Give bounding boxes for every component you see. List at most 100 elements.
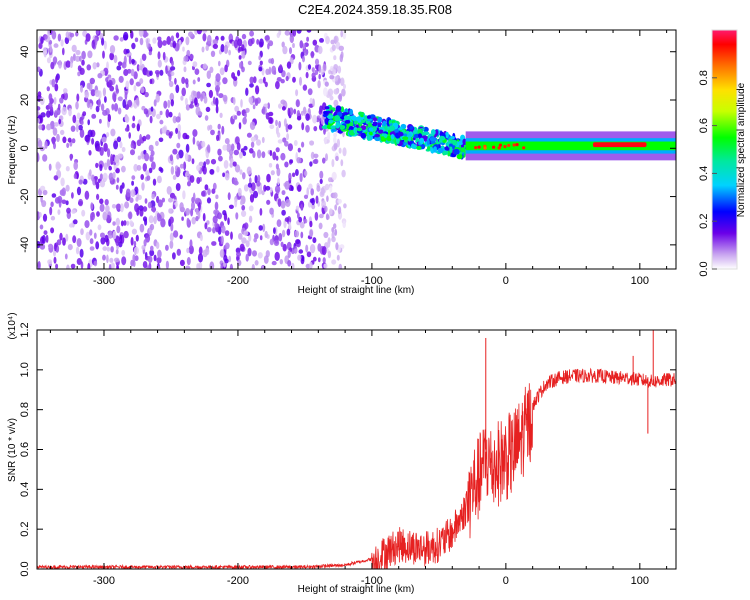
noise-cell xyxy=(330,39,335,45)
tail-cell xyxy=(415,138,420,142)
tail-cell xyxy=(349,108,354,116)
noise-cell xyxy=(84,91,90,99)
noise-cell xyxy=(342,147,347,157)
noise-cell xyxy=(169,154,174,162)
noise-cell xyxy=(39,224,44,230)
noise-cell xyxy=(189,239,193,249)
noise-cell xyxy=(155,241,160,249)
tail-cell xyxy=(342,112,349,116)
noise-cell xyxy=(228,49,232,56)
noise-cell xyxy=(57,33,62,42)
noise-cell xyxy=(196,263,200,269)
noise-cell xyxy=(280,99,286,105)
noise-cell xyxy=(208,89,213,99)
noise-cell xyxy=(155,94,160,103)
noise-cell xyxy=(124,115,130,123)
noise-cell xyxy=(50,215,56,221)
noise-cell xyxy=(312,39,318,46)
noise-cell xyxy=(119,203,124,213)
noise-cell xyxy=(273,240,280,246)
noise-cell xyxy=(270,187,273,193)
noise-cell xyxy=(186,217,190,225)
noise-cell xyxy=(176,153,180,160)
noise-cell xyxy=(143,108,149,115)
noise-cell xyxy=(248,96,254,104)
noise-cell xyxy=(331,44,336,51)
noise-cell xyxy=(148,50,152,56)
noise-cell xyxy=(183,55,189,62)
noise-cell xyxy=(268,66,272,75)
noise-cell xyxy=(40,36,44,44)
spectrogram-frame xyxy=(36,29,677,270)
noise-cell xyxy=(185,143,190,153)
noise-cell xyxy=(125,80,130,90)
noise-cell xyxy=(304,170,308,177)
noise-cell xyxy=(100,232,105,238)
noise-cell xyxy=(167,99,171,109)
noise-cell xyxy=(37,139,43,149)
noise-cell xyxy=(152,206,156,213)
noise-cell xyxy=(287,260,292,267)
noise-cell xyxy=(188,31,194,38)
noise-cell xyxy=(53,250,56,257)
noise-cell xyxy=(228,204,234,209)
noise-cell xyxy=(123,220,127,226)
noise-cell xyxy=(107,148,111,158)
noise-cell xyxy=(74,119,81,126)
noise-cell xyxy=(116,136,122,143)
noise-cell xyxy=(144,218,148,226)
noise-cell xyxy=(308,183,313,190)
noise-cell xyxy=(295,205,300,211)
noise-cell xyxy=(337,198,342,204)
hot-spot xyxy=(512,143,516,147)
tail-cell xyxy=(381,136,385,141)
snr-x-tick-label: -200 xyxy=(227,575,249,587)
noise-cell xyxy=(314,211,319,221)
noise-cell xyxy=(258,78,264,84)
noise-cell xyxy=(184,78,189,85)
noise-cell xyxy=(47,30,51,37)
noise-cell xyxy=(279,259,283,265)
tail-cell xyxy=(353,120,358,125)
noise-cell xyxy=(141,53,147,61)
noise-cell xyxy=(271,65,277,75)
noise-cell xyxy=(130,142,135,149)
noise-cell xyxy=(224,242,230,250)
noise-cell xyxy=(49,44,52,53)
noise-cell xyxy=(212,182,217,190)
noise-cell xyxy=(71,192,74,199)
spectrogram-y-tick-label: 40 xyxy=(19,46,31,58)
tail-cell xyxy=(377,116,383,123)
noise-cell xyxy=(89,103,93,110)
colorbar-tick-label: 0.8 xyxy=(698,70,710,85)
noise-cell xyxy=(202,213,206,222)
noise-cell xyxy=(185,36,190,46)
spectrogram-plot xyxy=(37,30,676,269)
noise-cell xyxy=(65,60,71,68)
noise-cell xyxy=(96,193,100,200)
spectrogram-x-tick-label: -300 xyxy=(93,275,115,287)
noise-cell xyxy=(287,107,291,117)
noise-cell xyxy=(259,60,263,66)
noise-cell xyxy=(295,169,299,176)
noise-cell xyxy=(130,236,134,246)
noise-cell xyxy=(80,85,83,93)
noise-cell xyxy=(128,211,133,220)
noise-cell xyxy=(312,159,318,164)
noise-cell xyxy=(110,246,114,253)
noise-cell xyxy=(289,47,292,55)
noise-cell xyxy=(198,111,203,116)
noise-cell xyxy=(170,99,174,107)
noise-cell xyxy=(105,205,110,213)
noise-cell xyxy=(230,231,233,240)
noise-cell xyxy=(306,187,310,197)
noise-cell xyxy=(299,40,304,49)
noise-cell xyxy=(241,205,246,211)
noise-cell xyxy=(298,216,303,223)
noise-cell xyxy=(307,201,312,208)
hot-spot xyxy=(497,146,501,150)
noise-cell xyxy=(185,208,191,216)
noise-cell xyxy=(250,136,256,142)
noise-cell xyxy=(325,213,329,221)
